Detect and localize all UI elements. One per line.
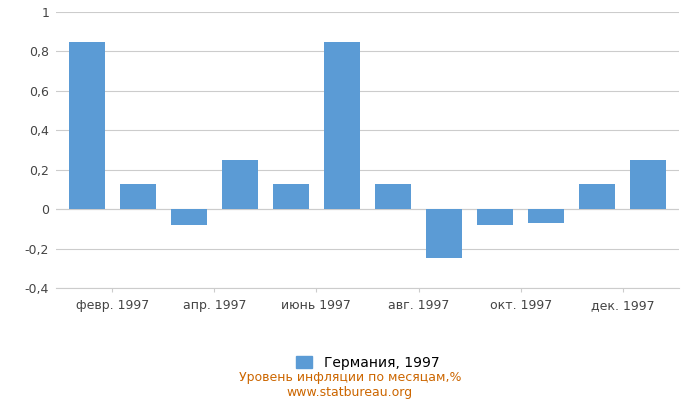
Bar <box>69 42 104 209</box>
Text: Уровень инфляции по месяцам,%: Уровень инфляции по месяцам,% <box>239 372 461 384</box>
Bar <box>631 160 666 209</box>
Bar <box>222 160 258 209</box>
Bar <box>273 184 309 209</box>
Bar <box>171 209 206 225</box>
Bar <box>426 209 462 258</box>
Bar <box>375 184 411 209</box>
Bar <box>324 42 360 209</box>
Legend: Германия, 1997: Германия, 1997 <box>296 356 439 370</box>
Bar <box>120 184 155 209</box>
Bar <box>528 209 564 223</box>
Text: www.statbureau.org: www.statbureau.org <box>287 386 413 399</box>
Bar <box>477 209 513 225</box>
Bar <box>580 184 615 209</box>
